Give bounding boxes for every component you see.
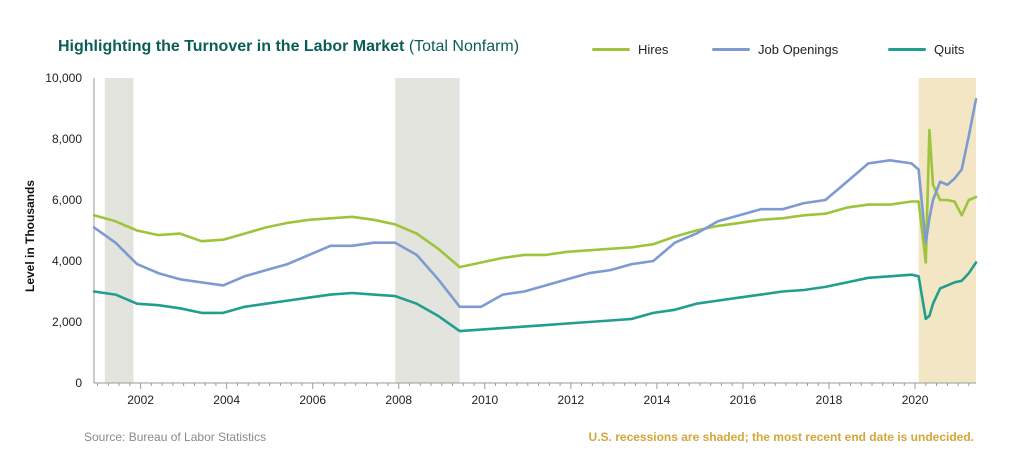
source-note: Source: Bureau of Labor Statistics — [84, 430, 267, 444]
x-tick-label: 2018 — [816, 393, 843, 407]
y-tick-label: 2,000 — [52, 315, 82, 329]
x-tick-label: 2020 — [902, 393, 929, 407]
x-tick-label: 2002 — [127, 393, 154, 407]
x-tick-label: 2006 — [299, 393, 326, 407]
chart-title-main: Highlighting the Turnover in the Labor M… — [58, 38, 405, 55]
series-line-quits — [92, 261, 978, 333]
y-tick-label: 0 — [75, 376, 82, 390]
y-tick-label: 6,000 — [52, 193, 82, 207]
x-tick-label: 2004 — [213, 393, 240, 407]
y-tick-label: 8,000 — [52, 132, 82, 146]
y-tick-label: 4,000 — [52, 254, 82, 268]
y-tick-label: 10,000 — [45, 71, 82, 85]
x-tick-label: 2010 — [471, 393, 498, 407]
x-tick-label: 2008 — [385, 393, 412, 407]
recession-footnote: U.S. recessions are shaded; the most rec… — [588, 430, 974, 444]
series-line-job-openings — [92, 98, 978, 309]
recession-band-1 — [104, 78, 134, 383]
chart-title: Highlighting the Turnover in the Labor M… — [58, 38, 519, 56]
x-tick-label: 2014 — [644, 393, 671, 407]
chart-subtitle: (Total Nonfarm) — [408, 38, 520, 55]
recession-band-2 — [395, 78, 460, 383]
x-tick-label: 2016 — [730, 393, 757, 407]
series-line-hires — [92, 128, 978, 269]
x-tick-label: 2012 — [558, 393, 585, 407]
